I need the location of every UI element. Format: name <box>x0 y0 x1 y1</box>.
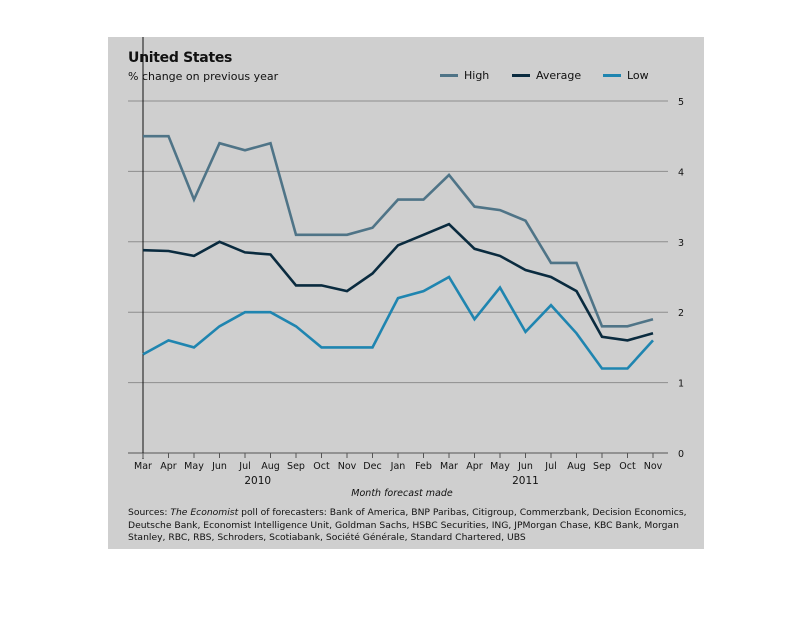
y-tick-label-0: 0 <box>678 449 684 460</box>
x-axis-label: Month forecast made <box>351 488 453 499</box>
x-tick-label: Feb <box>415 461 432 472</box>
x-tick-label: Aug <box>261 461 280 472</box>
x-tick-label: Apr <box>160 461 177 472</box>
x-tick-label: Dec <box>363 461 381 472</box>
x-tick-label: Nov <box>644 461 663 472</box>
legend-item-high: High <box>440 69 489 82</box>
legend-item-low: Low <box>603 69 649 82</box>
x-tick-label: Sep <box>287 461 305 472</box>
legend-swatch-high <box>440 74 458 77</box>
x-tick-label: May <box>490 461 510 472</box>
x-tick-label: Jul <box>544 461 556 472</box>
y-tick-label-1: 1 <box>678 379 684 390</box>
legend-label-high: High <box>464 69 490 82</box>
legend-swatch-low <box>603 74 621 77</box>
x-tick-label: Nov <box>338 461 357 472</box>
x-tick-label: Apr <box>466 461 483 472</box>
series-line-high <box>143 134 654 328</box>
x-tick-label: Jun <box>211 461 227 472</box>
source-prefix: Sources: <box>128 507 171 518</box>
series-line-average <box>142 222 654 342</box>
x-tick-label: May <box>184 461 204 472</box>
x-tick-label: Jun <box>517 461 533 472</box>
x-tick-label: Jul <box>238 461 250 472</box>
chart-panel: United States % change on previous year … <box>108 37 704 549</box>
x-tick-label: Jan <box>390 461 406 472</box>
year-label-2010: 2010 <box>244 475 271 487</box>
source-italic: The Economist <box>170 507 239 518</box>
legend-label-low: Low <box>627 69 649 82</box>
chart-title: United States <box>128 50 233 66</box>
series-line-low <box>142 275 654 370</box>
y-tick-label-2: 2 <box>678 308 684 319</box>
x-tick-label: Mar <box>440 461 458 472</box>
legend-label-average: Average <box>536 69 582 82</box>
chart-subtitle: % change on previous year <box>128 70 279 83</box>
year-label-2011: 2011 <box>512 475 539 487</box>
y-tick-label-3: 3 <box>678 238 684 249</box>
x-tick-label: Sep <box>593 461 611 472</box>
legend-swatch-average <box>512 74 530 77</box>
y-tick-label-5: 5 <box>678 97 684 108</box>
x-tick-label: Aug <box>567 461 586 472</box>
source-note: Sources: The Economist poll of forecaste… <box>128 507 698 545</box>
x-tick-label: Mar <box>134 461 152 472</box>
source-rest: poll of forecasters: Bank of America, BN… <box>128 507 687 543</box>
x-tick-label: Oct <box>619 461 636 472</box>
x-tick-label: Oct <box>313 461 330 472</box>
y-tick-label-4: 4 <box>678 167 684 178</box>
legend-item-average: Average <box>512 69 581 82</box>
